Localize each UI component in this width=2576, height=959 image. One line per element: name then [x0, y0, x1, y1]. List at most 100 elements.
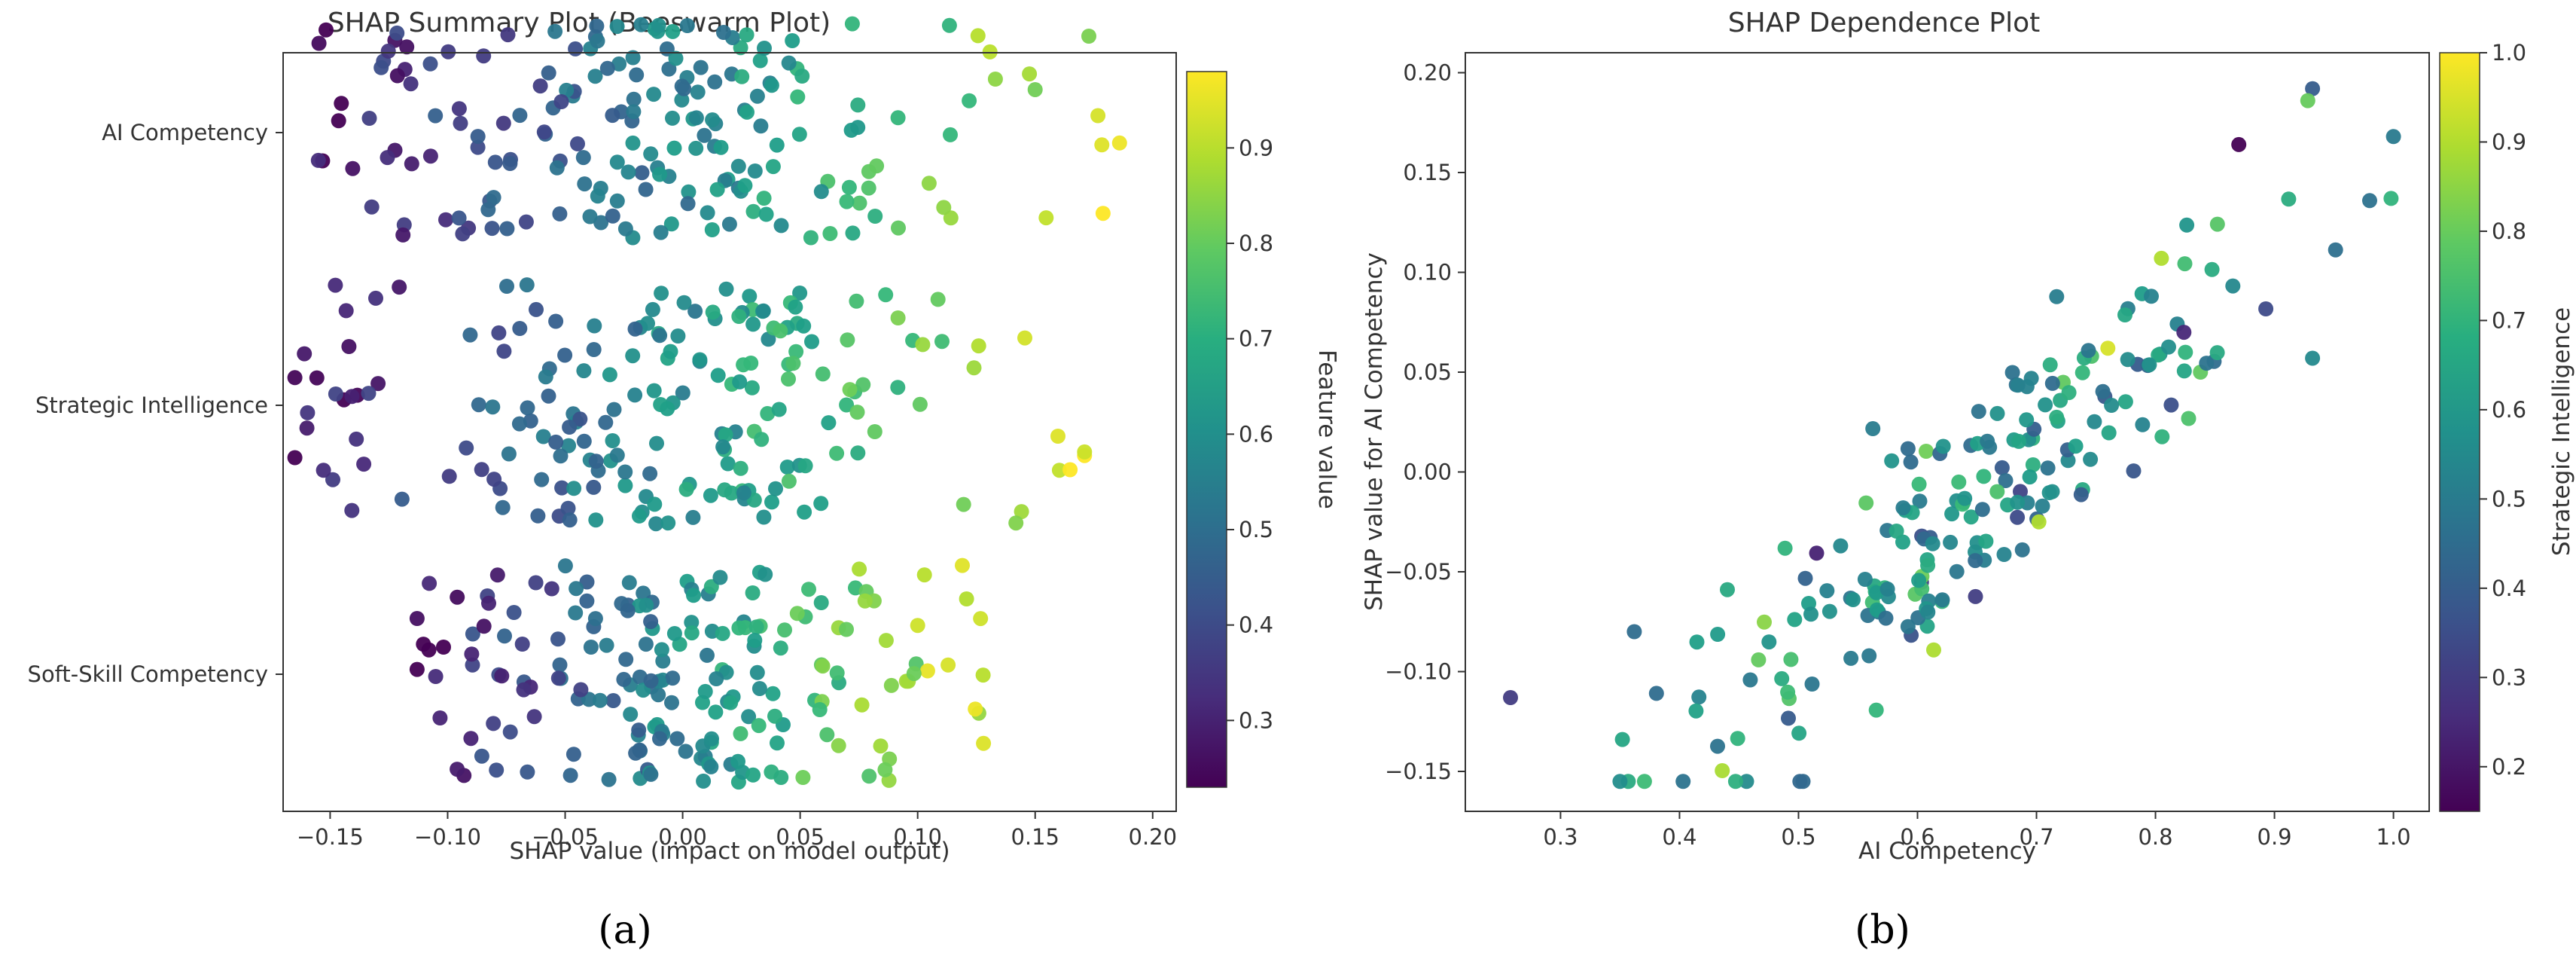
- chart-a-point: [514, 637, 530, 652]
- chart-b-point: [1715, 763, 1730, 778]
- chart-b-colorbar-tick-label: 0.3: [2492, 664, 2526, 690]
- chart-b-point: [1920, 604, 1936, 620]
- chart-a-point: [586, 342, 602, 357]
- chart-b-point: [1710, 738, 1725, 754]
- chart-b-point: [1900, 618, 1916, 634]
- chart-a-point: [764, 78, 779, 93]
- chart-a-point: [849, 293, 864, 309]
- chart-a-point: [438, 212, 453, 228]
- chart-b-point: [2038, 397, 2053, 413]
- chart-a-point: [704, 731, 719, 747]
- chart-a-point: [331, 113, 346, 129]
- chart-a-point: [718, 281, 734, 297]
- chart-a-point: [815, 366, 831, 382]
- chart-b-point: [2101, 425, 2117, 441]
- chart-b-point: [1792, 774, 1808, 789]
- chart-b-colorbar: [2439, 52, 2480, 812]
- chart-b-colorbar-tick-label: 0.4: [2492, 576, 2526, 601]
- chart-b-point: [1612, 774, 1628, 789]
- chart-a-point: [501, 446, 517, 462]
- chart-b-point: [2010, 494, 2026, 510]
- chart-a-point: [480, 202, 496, 218]
- chart-a-point: [653, 224, 669, 240]
- chart-a-point: [451, 210, 467, 226]
- chart-b-y-tick-label: −0.10: [1385, 659, 1452, 685]
- chart-a-point: [737, 178, 753, 194]
- chart-b-point: [2073, 487, 2089, 502]
- chart-b-point: [1878, 610, 1894, 626]
- chart-a-point: [850, 97, 866, 113]
- chart-a-point: [441, 44, 456, 60]
- chart-a-plot-frame: [282, 52, 1177, 812]
- chart-a-x-tick-label: 0.15: [1011, 824, 1059, 850]
- chart-a-point: [733, 460, 748, 476]
- chart-a-x-label: SHAP value (impact on model output): [509, 838, 950, 865]
- chart-a-point: [767, 708, 782, 724]
- chart-a-point: [344, 389, 360, 405]
- chart-a-point: [587, 69, 603, 84]
- chart-a-point: [621, 575, 637, 591]
- chart-a-point: [703, 759, 719, 774]
- chart-b-point: [2305, 81, 2321, 96]
- chart-b-point: [2120, 352, 2135, 368]
- chart-a-point: [511, 416, 527, 432]
- chart-a-colorbar-tick-label: 0.6: [1239, 421, 1273, 447]
- chart-b-point: [1998, 473, 2014, 488]
- chart-b-point: [2104, 398, 2120, 413]
- chart-a-point: [684, 625, 700, 641]
- chart-a-point: [576, 363, 592, 379]
- chart-a-point: [486, 472, 502, 487]
- chart-b-y-tick-label: −0.15: [1385, 759, 1452, 784]
- chart-a-colorbar: [1186, 71, 1227, 788]
- chart-a-point: [936, 200, 952, 215]
- chart-a-point: [781, 55, 797, 71]
- chart-b-point: [1879, 581, 1895, 597]
- chart-b-point: [1720, 582, 1735, 597]
- chart-a-point: [599, 637, 614, 653]
- chart-a-point: [788, 344, 804, 359]
- chart-a-point: [541, 388, 556, 404]
- chart-a-point: [649, 435, 664, 451]
- chart-a-point: [583, 640, 599, 655]
- chart-a-point: [487, 154, 503, 170]
- chart-a-point: [773, 770, 789, 785]
- chart-a-point: [850, 445, 866, 461]
- chart-b-point: [2023, 371, 2039, 386]
- chart-a-point: [910, 618, 925, 634]
- chart-a-point: [761, 331, 776, 347]
- chart-a-point: [660, 515, 676, 531]
- chart-b-point: [1648, 686, 1664, 701]
- chart-b-point: [2199, 356, 2215, 371]
- chart-a-point: [773, 640, 788, 656]
- chart-a-point: [878, 287, 894, 303]
- chart-a-point: [646, 87, 662, 102]
- chart-b-point: [2281, 191, 2297, 207]
- chart-a-point: [654, 286, 669, 301]
- chart-a-point: [850, 120, 866, 136]
- chart-a-x-tick-label: 0.10: [893, 824, 942, 850]
- chart-a-point: [852, 561, 867, 577]
- chart-a-point: [791, 127, 807, 142]
- chart-b-point: [1688, 703, 1704, 719]
- chart-b-point: [1821, 603, 1837, 619]
- chart-a-point: [577, 176, 593, 192]
- chart-b-point: [2040, 460, 2056, 476]
- chart-a-point: [771, 402, 787, 417]
- chart-a-point: [297, 346, 312, 362]
- chart-a-point: [310, 152, 326, 168]
- chart-a-point: [788, 299, 803, 315]
- chart-a-point: [549, 160, 565, 176]
- chart-a-point: [633, 17, 649, 32]
- chart-b-point: [2181, 411, 2196, 426]
- chart-b-point: [2258, 301, 2274, 316]
- chart-a-point: [681, 184, 697, 200]
- chart-a-point: [538, 369, 553, 385]
- chart-b-point: [1989, 405, 2005, 421]
- chart-a-point: [665, 110, 680, 126]
- chart-a-point: [634, 165, 650, 181]
- chart-b-x-tick-label: 0.4: [1662, 824, 1697, 850]
- chart-a-point: [620, 603, 636, 618]
- chart-a-point: [749, 88, 765, 104]
- chart-a-point: [717, 482, 733, 498]
- chart-a-point: [745, 585, 761, 600]
